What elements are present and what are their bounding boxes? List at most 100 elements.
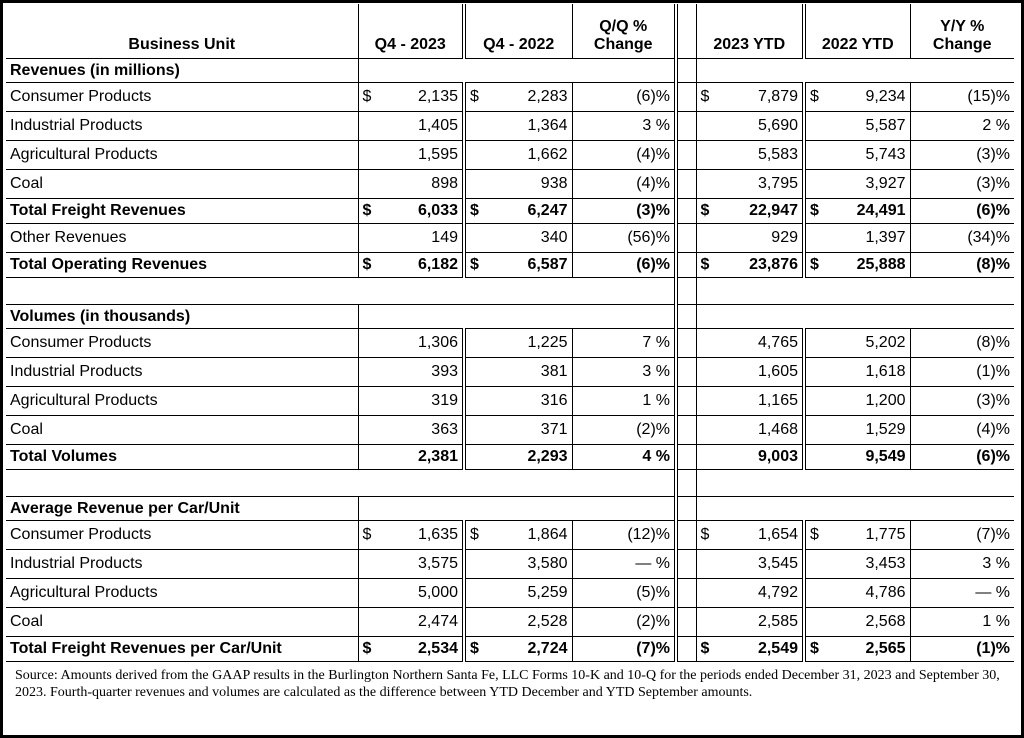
cell: $2,135 — [363, 88, 459, 106]
column-header: 2023 YTD — [695, 4, 804, 59]
empty-cell — [695, 469, 1014, 497]
value-cell: (3)% — [909, 386, 1014, 416]
spacer — [674, 4, 696, 59]
value: (2)% — [636, 613, 670, 630]
data-row: Consumer Products 1,306 1,225 7 % 4,765 5,202… — [6, 328, 1014, 358]
currency-sign: $ — [362, 256, 372, 273]
value-cell: 3,580 — [462, 549, 572, 579]
value-cell: 3,575 — [357, 549, 464, 579]
data-row: Industrial Products 1,405 1,364 3 % 5,690 5,5… — [6, 111, 1014, 141]
empty-cell — [695, 58, 1014, 83]
value: (2)% — [636, 421, 670, 438]
cell: $2,724 — [470, 640, 568, 658]
value: 2,381 — [417, 448, 458, 465]
value-cell: (7)% — [571, 636, 676, 662]
value-cell: (6)% — [909, 444, 1014, 470]
source-note: Source: Amounts derived from the GAAP re… — [15, 668, 1000, 700]
value-cell: $2,724 — [462, 636, 572, 662]
value: 3,795 — [757, 175, 798, 192]
cell: $25,888 — [810, 256, 906, 274]
value-cell: (3)% — [909, 169, 1014, 199]
value-cell: 1,306 — [357, 328, 464, 358]
row-label: Industrial Products — [6, 549, 358, 579]
value-cell: — % — [909, 578, 1014, 608]
value-cell: $9,234 — [802, 82, 910, 112]
row-label: Total Operating Revenues — [6, 252, 358, 278]
revenue-table: Business Unit Q4 - 2023 Q4 - 2022 Q/Q % Cha… — [6, 4, 1014, 662]
value-cell: $1,775 — [802, 520, 910, 550]
currency-sign: $ — [700, 640, 710, 657]
column-header: Q4 - 2022 — [462, 4, 572, 59]
value-cell: 5,000 — [357, 578, 464, 608]
value-cell: $6,033 — [357, 198, 464, 224]
value: (6)% — [976, 202, 1010, 219]
cell: $1,654 — [701, 526, 799, 544]
value: 1,605 — [757, 363, 798, 380]
row-label: Agricultural Products — [6, 140, 358, 170]
currency-sign: $ — [810, 202, 819, 219]
value-cell: (4)% — [571, 169, 676, 199]
header-row: Business Unit Q4 - 2023 Q4 - 2022 Q/Q % Cha… — [6, 4, 1014, 59]
blank-row — [6, 277, 1014, 305]
value-cell: 7 % — [571, 328, 676, 358]
spacer — [674, 111, 696, 141]
value: (34)% — [967, 229, 1010, 246]
value-cell: 393 — [357, 357, 464, 387]
value-cell: (4)% — [571, 140, 676, 170]
value: 5,743 — [865, 146, 906, 163]
value: 7,879 — [757, 88, 798, 105]
currency-sign: $ — [362, 640, 372, 657]
value-cell: $24,491 — [802, 198, 910, 224]
value: 1,225 — [527, 334, 568, 351]
spacer — [674, 357, 696, 387]
value: 1,306 — [417, 334, 458, 351]
section-title: Volumes (in thousands) — [6, 304, 358, 329]
value: 1,468 — [757, 421, 798, 438]
value: 1 % — [642, 392, 670, 409]
value-cell: 1 % — [909, 607, 1014, 637]
currency-sign: $ — [362, 88, 372, 105]
value: (4)% — [976, 421, 1010, 438]
data-row: Coal 898 938 (4)% 3,795 3,927 (3)% — [6, 169, 1014, 199]
section-row: Average Revenue per Car/Unit — [6, 496, 1014, 521]
value: 3,545 — [757, 555, 798, 572]
value: 6,033 — [417, 202, 458, 219]
row-label: Consumer Products — [6, 328, 358, 358]
value-cell: $2,135 — [357, 82, 464, 112]
total-row: Total Operating Revenues $6,182 $6,587 (6)%… — [6, 252, 1014, 278]
value-cell: (1)% — [909, 636, 1014, 662]
value: 1,529 — [865, 421, 906, 438]
value: 3,927 — [865, 175, 906, 192]
row-label: Consumer Products — [6, 82, 358, 112]
value: (7)% — [976, 526, 1010, 543]
value-cell: (3)% — [571, 198, 676, 224]
total-row: Total Freight Revenues per Car/Unit $2,53… — [6, 636, 1014, 662]
value: 340 — [540, 229, 568, 246]
spacer — [674, 198, 696, 224]
value: (4)% — [636, 146, 670, 163]
row-label: Other Revenues — [6, 223, 358, 253]
column-header: Q4 - 2023 — [357, 4, 464, 59]
spacer — [674, 496, 696, 521]
value-cell: 316 — [462, 386, 572, 416]
column-header: 2022 YTD — [802, 4, 910, 59]
value: 24,491 — [856, 202, 906, 219]
spacer — [674, 277, 696, 305]
value: 3,575 — [417, 555, 458, 572]
value: 1,364 — [527, 117, 568, 134]
value: (6)% — [636, 88, 670, 105]
value: 363 — [431, 421, 458, 438]
value-cell: 2,585 — [695, 607, 804, 637]
value: 1,595 — [417, 146, 458, 163]
spacer — [674, 636, 696, 662]
value: (6)% — [636, 256, 670, 273]
value: 316 — [540, 392, 568, 409]
value-cell: 4,765 — [695, 328, 804, 358]
blank-row — [6, 469, 1014, 497]
currency-sign: $ — [470, 256, 479, 273]
empty-cell — [695, 304, 1014, 329]
spacer — [674, 58, 696, 83]
currency-sign: $ — [700, 202, 710, 219]
value: (3)% — [976, 392, 1010, 409]
value-cell: 4,786 — [802, 578, 910, 608]
